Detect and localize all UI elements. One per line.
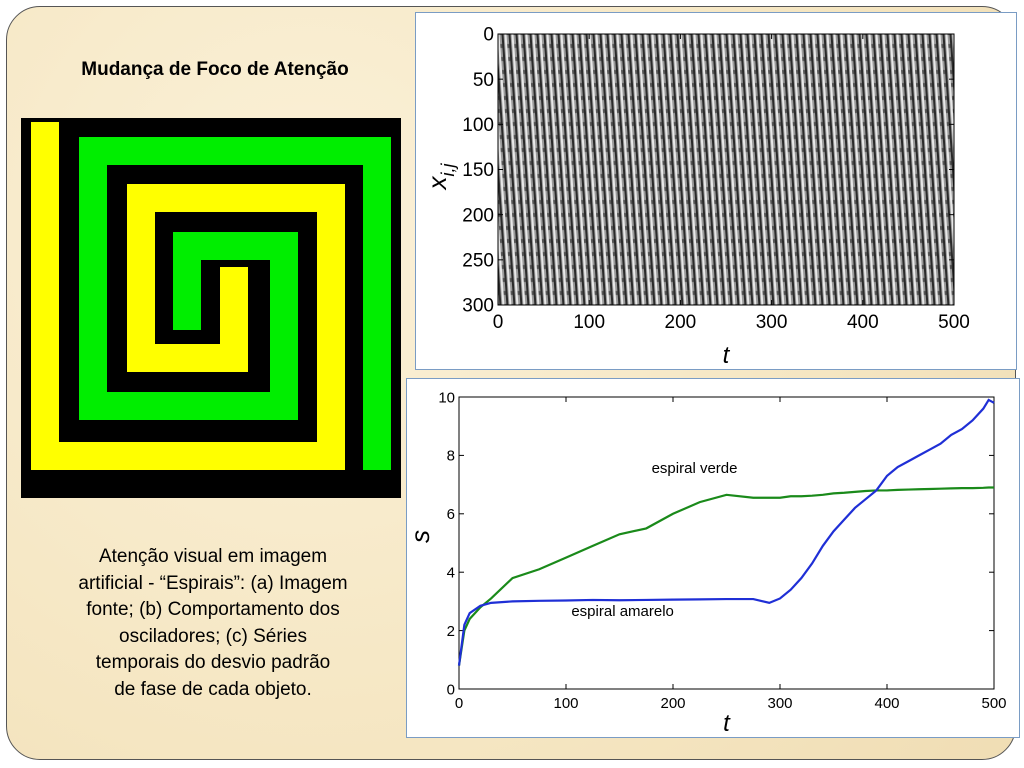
x-tick-label: 200 [660,695,685,712]
y-tick-label: 100 [462,115,494,136]
y-axis-label-main: x [422,176,452,192]
caption-line: Atenção visual em imagem [98,546,328,567]
y-tick-label: 250 [462,250,494,271]
y-tick-label: 8 [447,448,455,465]
x-tick-label: 0 [493,312,504,333]
x-tick-label: 400 [847,312,879,333]
x-tick-label: 100 [553,695,578,712]
y-axis-label: xi,j [422,163,458,192]
caption-line: de fase de cada objeto. [114,678,312,700]
y-tick-label: 0 [447,681,455,698]
series-label: espiral amarelo [571,603,674,620]
series-line [457,486,994,666]
x-tick-label: 500 [938,312,970,333]
spiral-image [21,118,401,498]
y-tick-label: 10 [438,389,455,406]
x-tick-label: 400 [874,695,899,712]
line-chart: 0 100 200 300 400 500 0 2 4 6 8 10 t s espiral verde es… [405,389,1007,737]
x-tick-label: 100 [573,312,605,333]
y-tick-label: 0 [483,25,494,46]
caption: Atenção visual em imagem artificial - “Es… [27,544,399,703]
series-label: espiral verde [652,460,738,477]
y-tick-label: 150 [462,160,494,181]
y-tick-label: 2 [447,623,455,640]
y-axis-label-main: s [407,530,435,543]
y-tick-label: 50 [473,70,494,91]
y-tick-label: 4 [447,564,455,581]
x-tick-label: 0 [455,695,463,712]
y-axis-label-sub: i,j [438,163,458,177]
y-tick-label: 200 [462,205,494,226]
raster-chart: 0 100 200 300 400 500 0 50 100 150 200 250 300 t xi,j [422,25,970,369]
caption-line: temporais do desvio padrão [95,652,331,673]
y-tick-label: 300 [462,296,494,317]
x-tick-label: 200 [665,312,697,333]
y-tick-label: 6 [447,506,455,523]
x-tick-label: 500 [981,695,1006,712]
caption-line: fonte; (b) Comportamento dos [86,599,340,620]
caption-line: artificial - “Espirais”: (a) Imagem [78,572,348,594]
raster [498,34,954,305]
x-axis-label: t [723,710,731,737]
panel-b: 0 100 200 300 400 500 0 50 100 150 200 250 300 t xi,j [415,12,1017,370]
caption-line: osciladores; (c) Séries [119,625,307,647]
slide-title: Mudança de Foco de Atenção [81,59,349,80]
x-tick-label: 300 [756,312,788,333]
plot-frame [458,396,995,690]
x-axis-label: t [723,342,731,369]
panel-c: 0 100 200 300 400 500 0 2 4 6 8 10 t s espiral verde es… [405,378,1020,738]
y-axis-label: s [407,530,435,543]
series-line [457,398,995,666]
x-tick-label: 300 [767,695,792,712]
